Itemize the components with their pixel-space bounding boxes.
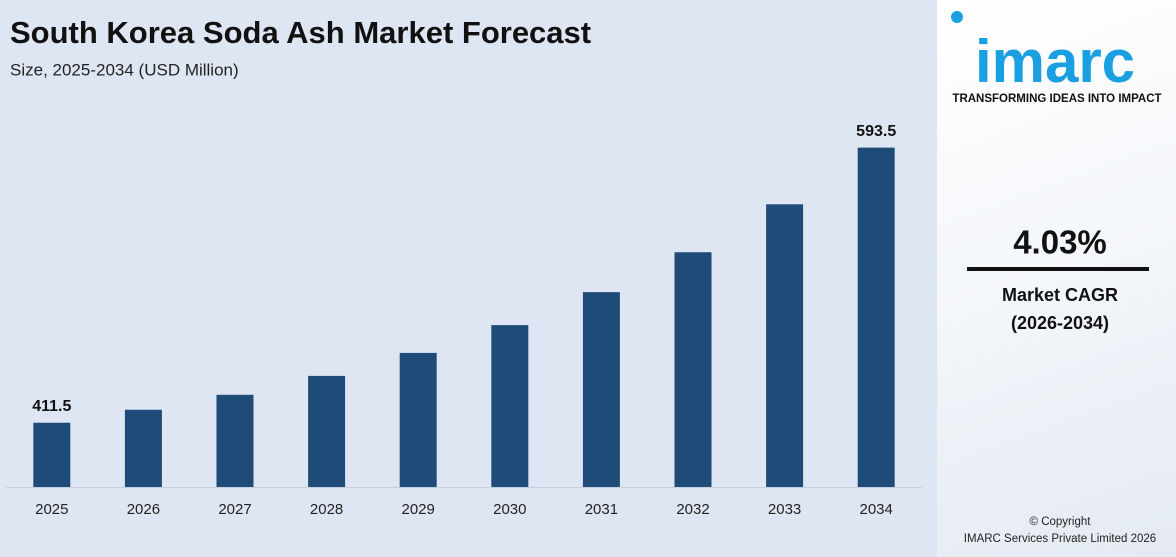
x-tick-label: 2029 [402,501,435,518]
x-tick-label: 2028 [310,501,343,518]
tagline: TRANSFORMING IDEAS INTO IMPACT [952,93,1161,105]
x-tick-label: 2033 [768,501,801,518]
bar [766,204,804,487]
x-tick-label: 2030 [493,501,526,518]
bar [857,147,895,487]
cagr-value: 4.03% [1013,224,1107,261]
logo: imarc [975,28,1135,95]
company: IMARC Services Private Limited 2026 [964,533,1156,545]
x-tick-label: 2026 [127,501,160,518]
bar [308,375,346,487]
x-tick-label: 2027 [218,501,251,518]
value-label: 411.5 [32,398,71,415]
bar [216,394,254,487]
bar [491,325,529,487]
bar [674,252,712,487]
logo-dot [951,11,963,23]
copyright: © Copyright [1030,516,1092,528]
sidebar: imarc TRANSFORMING IDEAS INTO IMPACT 4.0… [937,0,1176,557]
x-tick-label: 2025 [35,501,68,518]
bar [399,352,437,487]
cagr-period: (2026-2034) [1011,313,1109,333]
bar [124,409,162,487]
x-tick-label: 2031 [585,501,618,518]
divider [967,267,1149,271]
x-tick-label: 2032 [676,501,709,518]
bar [33,422,71,487]
chart: South Korea Soda Ash Market Forecast Siz… [6,15,922,518]
value-label: 593.5 [856,123,896,140]
chart-title: South Korea Soda Ash Market Forecast [10,15,591,50]
x-tick-label: 2034 [860,501,893,518]
chart-subtitle: Size, 2025-2034 (USD Million) [10,60,239,79]
cagr-label: Market CAGR [1002,285,1118,305]
bar [582,292,620,487]
sidebar-graphic: imarc TRANSFORMING IDEAS INTO IMPACT 4.0… [951,11,1162,545]
